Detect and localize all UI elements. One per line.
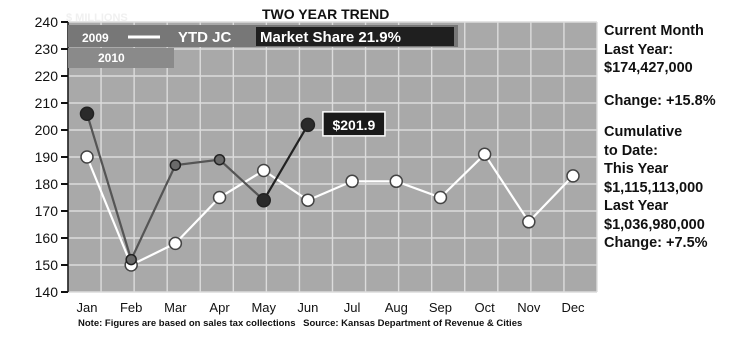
series-2010-point [213, 153, 226, 166]
this-year-value: $1,115,113,000 [604, 179, 704, 196]
callout: $201.9 [322, 111, 386, 137]
series-2009-point [566, 169, 580, 183]
series-2010-point [125, 253, 137, 266]
x-tick-label: May [251, 300, 276, 315]
x-tick-label: Apr [209, 300, 230, 315]
series-2009-point [80, 150, 94, 164]
last-year-cumulative-value: $1,036,980,000 [604, 216, 705, 233]
monthly-change: Change: +15.8% [604, 92, 716, 109]
cumulative-heading: Cumulative [604, 124, 683, 140]
callout-label: $201.9 [332, 117, 375, 133]
y-tick-label: 170 [35, 203, 59, 219]
series-2009-point [477, 147, 492, 162]
banner-label: YTD JC [178, 29, 232, 46]
legend-2010-label: 2010 [98, 51, 125, 65]
y-tick-label: 220 [35, 68, 59, 84]
y-tick-label: 200 [35, 122, 59, 138]
series-2010-point [169, 159, 182, 171]
series-layer: $201.9 [79, 106, 580, 272]
x-tick-label: Jan [77, 300, 98, 315]
series-2009-point [301, 193, 315, 207]
this-year-label: This Year [604, 161, 669, 177]
last-year-value: $174,427,000 [604, 60, 693, 76]
series-2009-point [433, 190, 448, 205]
y-tick-label: 140 [35, 284, 59, 300]
cumulative-change: Change: +7.5% [604, 235, 708, 251]
y-tick-label: 210 [35, 95, 59, 111]
series-2010-point [256, 192, 271, 208]
y-tick-label: 150 [35, 257, 59, 273]
series-2010-current-segment [262, 124, 309, 201]
last-year-cumulative-label: Last Year [604, 198, 669, 214]
x-tick-label: Nov [517, 300, 541, 315]
series-2009-point [389, 174, 404, 189]
axes: 140 150 160 170 180 190 200 210 220 230 240 Jan Feb M… [35, 14, 585, 315]
market-share-value: Market Share 21.9% [260, 29, 401, 46]
legend-2009-label: 2009 [82, 31, 109, 45]
series-2009-point [212, 190, 227, 205]
chart-title: TWO YEAR TREND [262, 6, 389, 22]
y-tick-label: 230 [35, 41, 59, 57]
series-2009-line [85, 152, 574, 267]
series-2009-point [256, 163, 271, 178]
last-year-label: Last Year: [604, 41, 674, 58]
plot-area [67, 21, 598, 293]
footnote-text: Note: Figures are based on sales tax col… [78, 318, 296, 329]
x-tick-label: Sep [429, 300, 452, 315]
market-share-box [256, 27, 454, 46]
series-2009-point [522, 215, 536, 229]
x-tick-label: Oct [475, 300, 496, 315]
y-tick-label: 180 [35, 176, 59, 192]
series-2010-point [300, 117, 316, 133]
x-tick-label: Dec [561, 300, 585, 315]
y-tick-label: 190 [35, 149, 59, 165]
callout-box [322, 111, 386, 137]
x-tick-label: Feb [120, 300, 142, 315]
x-tick-label: Jun [297, 300, 318, 315]
x-tick-label: Aug [385, 300, 408, 315]
x-tick-label: Mar [164, 300, 187, 315]
overlay-layer: $ MILLIONS TWO YEAR TREND 2009 2010 YTD … [66, 6, 458, 68]
legend-2010-background [68, 48, 174, 68]
series-2009-point [168, 236, 183, 251]
current-month-heading: Current Month [604, 23, 704, 39]
side-panel: Current Month Last Year: $174,427,000 Ch… [604, 22, 740, 253]
series-2010-point [79, 106, 95, 122]
to-date-heading: to Date: [604, 142, 658, 159]
source-text: Source: Kansas Department of Revenue & C… [303, 318, 523, 329]
y-tick-label: 240 [35, 14, 59, 30]
y-tick-label: 160 [35, 230, 59, 246]
x-tick-label: Jul [344, 300, 361, 315]
units-label: $ MILLIONS [66, 12, 128, 24]
footer-note: Note: Figures are based on sales tax col… [78, 318, 522, 329]
series-2009-point [345, 174, 359, 189]
